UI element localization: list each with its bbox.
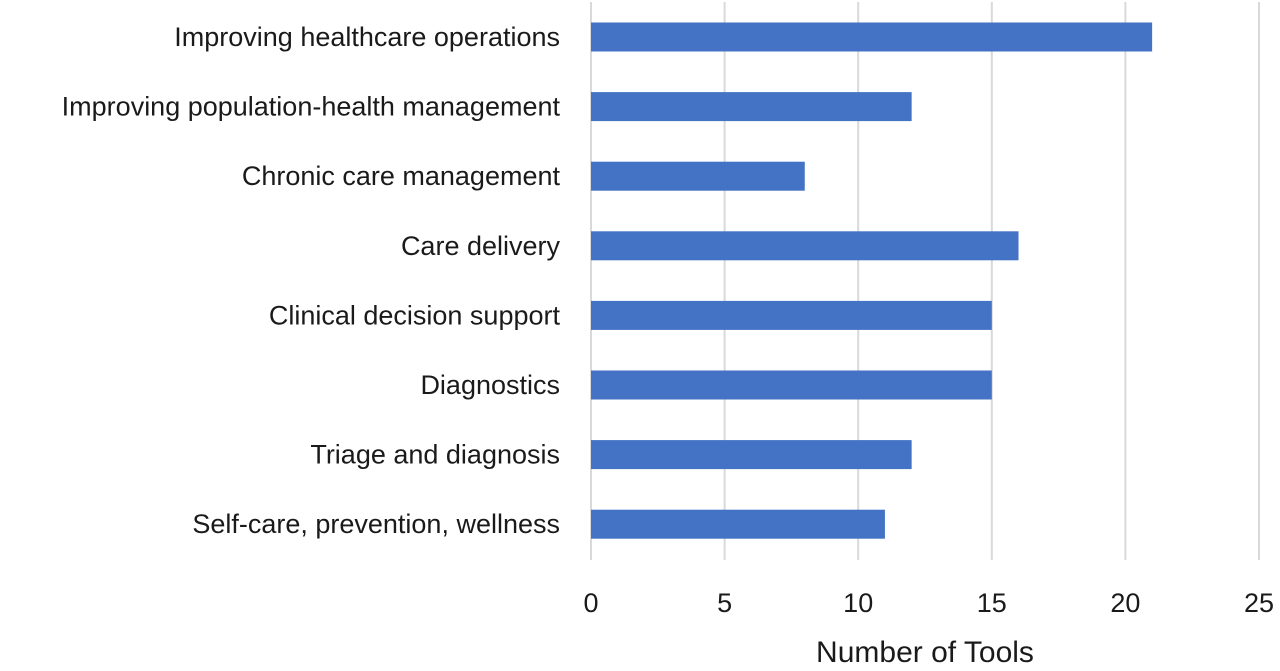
x-tick-label: 5: [717, 588, 732, 618]
x-axis-title: Number of Tools: [816, 636, 1034, 666]
bar: [591, 161, 805, 191]
bar: [591, 300, 992, 330]
category-label: Diagnostics: [420, 370, 560, 400]
category-labels: Improving healthcare operations Improving…: [62, 22, 561, 539]
category-label: Triage and diagnosis: [310, 440, 560, 470]
x-tick-label: 20: [1110, 588, 1140, 618]
bar: [591, 509, 885, 539]
category-label: Clinical decision support: [269, 300, 561, 330]
x-tick-label: 25: [1244, 588, 1274, 618]
category-label: Self-care, prevention, wellness: [192, 509, 560, 539]
bar: [591, 231, 1019, 261]
gridlines: [590, 2, 1260, 560]
category-label: Improving population-health management: [62, 92, 561, 122]
bar: [591, 370, 992, 400]
x-tick-label: 10: [843, 588, 873, 618]
category-label: Improving healthcare operations: [174, 22, 560, 52]
x-tick-label: 15: [977, 588, 1007, 618]
bar: [591, 22, 1153, 52]
bars: [591, 22, 1153, 539]
bar: [591, 440, 912, 470]
category-label: Chronic care management: [242, 161, 561, 191]
bar: [591, 92, 912, 122]
x-tick-label: 0: [583, 588, 598, 618]
x-tick-labels: 0 5 10 15 20 25: [583, 588, 1274, 618]
category-label: Care delivery: [401, 231, 561, 261]
